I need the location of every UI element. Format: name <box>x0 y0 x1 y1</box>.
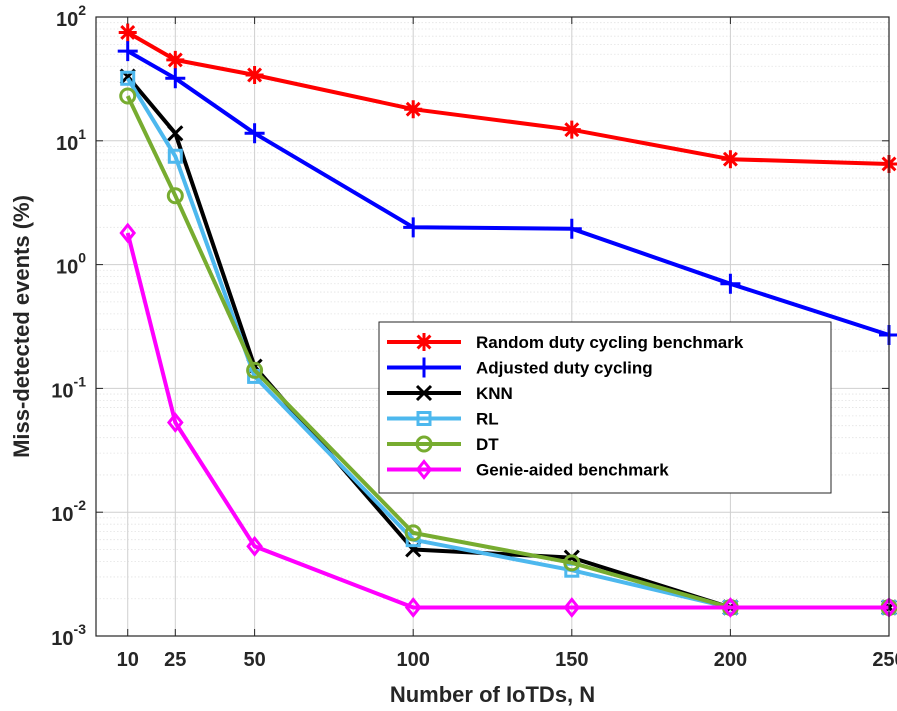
legend-item-rl: RL <box>387 410 499 429</box>
x-tick-label: 250 <box>872 649 897 671</box>
data-point-adjusted-duty-cycling <box>561 218 582 239</box>
legend-marker <box>415 333 433 351</box>
legend-box <box>378 321 832 494</box>
legend-marker <box>416 411 432 426</box>
data-point-genie-aided-benchmark <box>119 222 137 244</box>
data-point-adjusted-duty-cycling <box>403 217 424 238</box>
legend-item-dt: DT <box>387 435 499 454</box>
data-point-adjusted-duty-cycling <box>244 123 265 144</box>
data-point-knn <box>167 125 184 142</box>
legend-item-genie-aided-benchmark: Genie-aided benchmark <box>387 459 669 480</box>
x-tick-labels: 10 25 50 100 150 200 250 <box>117 649 897 671</box>
axis-ticks <box>96 16 890 637</box>
x-tick-label: 100 <box>397 649 430 671</box>
legend-item-adjusted-duty-cycling: Adjusted duty cycling <box>387 357 653 378</box>
data-point-genie-aided-benchmark <box>246 535 263 557</box>
data-point-adjusted-duty-cycling <box>117 41 138 62</box>
data-point-genie-aided-benchmark <box>166 412 184 433</box>
data-point-random-duty-cycling-benchmark <box>404 100 423 119</box>
data-point-dt <box>246 361 264 379</box>
data-point-random-duty-cycling-benchmark <box>166 50 185 69</box>
y-tick-label: 10-2 <box>51 497 86 526</box>
data-point-genie-aided-benchmark <box>404 597 422 618</box>
data-point-dt <box>119 87 137 105</box>
y-tick-label: 102 <box>56 2 86 31</box>
data-point-rl <box>167 148 183 164</box>
y-tick-label: 10-3 <box>51 621 86 650</box>
legend-item-knn: KNN <box>387 384 513 403</box>
legend: Random duty cycling benchmark Adjusted du… <box>378 321 832 494</box>
x-tick-label: 25 <box>164 649 186 671</box>
data-point-dt <box>166 187 184 205</box>
data-point-genie-aided-benchmark <box>722 597 739 618</box>
data-point-adjusted-duty-cycling <box>165 68 186 89</box>
data-point-random-duty-cycling-benchmark <box>721 150 740 169</box>
legend-label: KNN <box>476 384 513 403</box>
x-tick-label: 10 <box>117 649 139 671</box>
series-layer <box>117 23 897 618</box>
y-tick-labels: 102 101 100 10-1 10-2 10-3 <box>51 2 86 650</box>
series-adjusted-duty-cycling <box>117 41 897 345</box>
legend-marker <box>415 459 433 480</box>
legend-label: Adjusted duty cycling <box>476 359 653 378</box>
plot-frame <box>95 16 890 637</box>
legend-label: Genie-aided benchmark <box>476 461 669 480</box>
series-line-genie-aided-benchmark <box>125 232 889 610</box>
data-point-dt <box>404 524 422 542</box>
x-tick-label: 150 <box>555 649 588 671</box>
y-axis-label: Miss-detected events (%) <box>9 195 34 458</box>
y-tick-label: 101 <box>56 126 86 155</box>
x-tick-label: 200 <box>714 649 747 671</box>
legend-label: Random duty cycling benchmark <box>476 333 744 352</box>
series-genie-aided-benchmark <box>119 222 897 618</box>
data-point-genie-aided-benchmark <box>563 597 581 618</box>
legend-marker <box>415 435 433 453</box>
data-point-dt <box>563 554 581 572</box>
y-tick-label: 100 <box>56 250 86 279</box>
data-point-adjusted-duty-cycling <box>720 273 741 294</box>
y-tick-label: 10-1 <box>51 373 86 402</box>
x-tick-label: 50 <box>243 649 265 671</box>
x-axis-label: Number of IoTDs, N <box>390 682 595 707</box>
legend-item-random-duty-cycling-benchmark: Random duty cycling benchmark <box>387 333 744 352</box>
legend-marker <box>414 357 434 378</box>
data-point-random-duty-cycling-benchmark <box>562 120 581 139</box>
data-point-random-duty-cycling-benchmark <box>118 23 137 42</box>
data-point-rl <box>120 70 136 86</box>
legend-label: RL <box>476 410 499 429</box>
legend-label: DT <box>476 435 499 454</box>
data-point-random-duty-cycling-benchmark <box>245 66 264 85</box>
legend-marker <box>415 384 433 402</box>
